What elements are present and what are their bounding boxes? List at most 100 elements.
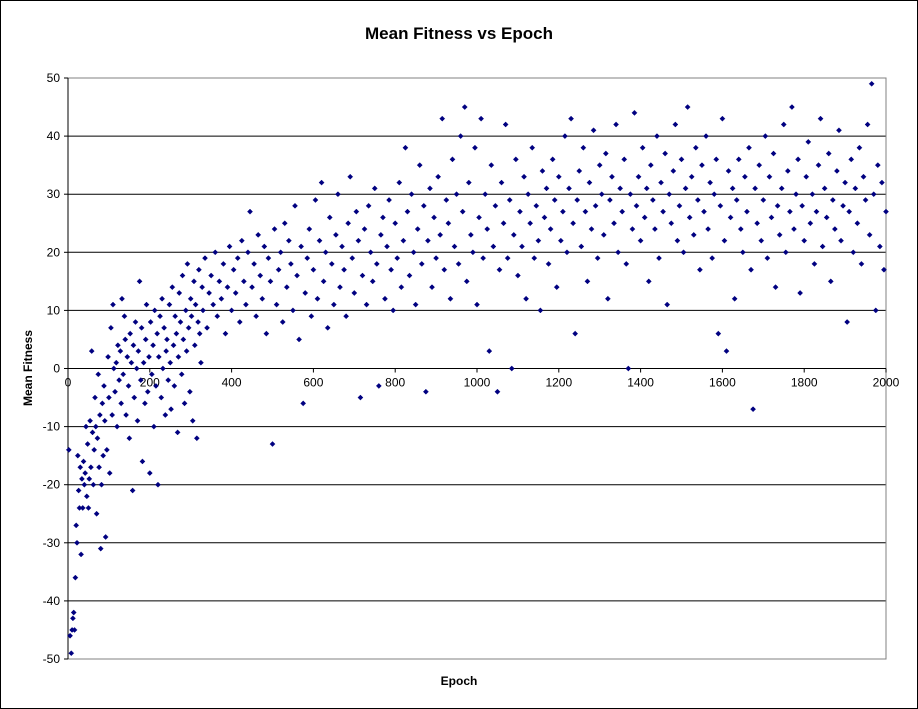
data-point xyxy=(416,162,423,169)
data-point xyxy=(692,144,699,151)
data-point xyxy=(791,226,797,232)
data-point xyxy=(308,313,315,320)
data-point xyxy=(737,226,744,232)
data-point xyxy=(143,301,150,308)
data-point xyxy=(858,261,865,267)
data-point xyxy=(817,115,824,122)
data-point xyxy=(91,446,98,453)
data-point xyxy=(793,191,799,198)
data-point xyxy=(498,179,505,186)
data-point xyxy=(725,168,732,174)
data-point xyxy=(617,185,624,192)
data-point xyxy=(150,342,156,349)
data-point xyxy=(508,365,515,372)
data-point xyxy=(273,301,280,308)
data-point xyxy=(251,261,257,267)
data-point xyxy=(658,179,664,186)
data-point xyxy=(257,272,264,279)
data-point xyxy=(178,371,185,378)
data-point xyxy=(807,220,814,227)
data-point xyxy=(703,133,709,139)
data-point xyxy=(517,208,523,215)
data-point xyxy=(809,191,816,198)
data-point xyxy=(457,133,464,139)
data-point xyxy=(363,301,370,308)
data-point xyxy=(492,202,499,209)
data-point xyxy=(222,330,229,337)
data-point xyxy=(787,208,793,215)
data-point xyxy=(73,522,80,529)
data-point xyxy=(75,487,82,494)
data-point xyxy=(443,197,450,203)
data-point xyxy=(199,284,206,291)
data-point xyxy=(762,133,769,139)
data-point xyxy=(186,388,193,395)
data-point xyxy=(157,313,163,320)
data-point xyxy=(412,301,419,308)
data-point xyxy=(629,226,636,232)
data-point xyxy=(664,301,671,308)
data-point xyxy=(803,173,810,180)
data-point xyxy=(774,202,781,209)
data-point xyxy=(88,348,95,354)
data-point xyxy=(690,231,697,238)
data-point xyxy=(519,243,525,250)
data-point xyxy=(604,295,611,302)
y-tick-label: 30 xyxy=(47,187,61,201)
data-point xyxy=(74,452,81,459)
data-point xyxy=(155,481,161,488)
data-point xyxy=(453,191,460,198)
data-point xyxy=(733,197,740,203)
data-point xyxy=(330,301,337,308)
data-point xyxy=(825,150,832,157)
data-point xyxy=(827,278,834,285)
data-point xyxy=(161,324,167,331)
data-point xyxy=(173,330,180,337)
data-point xyxy=(801,237,808,244)
data-point xyxy=(347,173,354,180)
data-point xyxy=(87,417,93,424)
data-point xyxy=(208,272,215,279)
data-point xyxy=(285,237,292,244)
data-point xyxy=(433,255,439,261)
data-point xyxy=(184,261,191,267)
data-point xyxy=(672,121,679,128)
data-point xyxy=(582,208,589,215)
data-point xyxy=(815,162,822,169)
data-point xyxy=(115,342,121,349)
data-point xyxy=(333,231,339,238)
data-point xyxy=(570,220,576,227)
data-point xyxy=(420,202,427,209)
data-point xyxy=(754,220,761,227)
data-point xyxy=(79,505,86,511)
data-point xyxy=(854,220,861,227)
data-point xyxy=(662,150,669,157)
data-point xyxy=(109,412,116,418)
data-point xyxy=(125,383,132,389)
data-point xyxy=(119,295,125,302)
y-tick-label: 40 xyxy=(47,129,61,143)
data-point xyxy=(174,429,181,436)
data-point xyxy=(711,191,718,198)
data-point xyxy=(422,388,429,395)
data-point xyxy=(267,278,274,285)
data-point xyxy=(163,348,170,354)
data-point xyxy=(183,348,190,354)
data-point xyxy=(110,301,116,308)
data-point xyxy=(255,231,262,238)
x-tick-label: 2000 xyxy=(873,376,900,390)
data-point xyxy=(521,173,527,180)
data-point xyxy=(123,412,129,418)
data-points xyxy=(65,80,889,657)
data-point xyxy=(480,255,487,261)
data-point xyxy=(132,319,139,325)
data-point xyxy=(146,353,152,360)
data-point xyxy=(113,359,120,366)
data-point xyxy=(130,342,137,349)
data-point xyxy=(298,243,305,250)
data-point xyxy=(228,307,235,314)
data-point xyxy=(240,278,247,285)
data-point xyxy=(392,220,399,227)
data-point xyxy=(451,243,458,250)
data-point xyxy=(110,365,117,372)
